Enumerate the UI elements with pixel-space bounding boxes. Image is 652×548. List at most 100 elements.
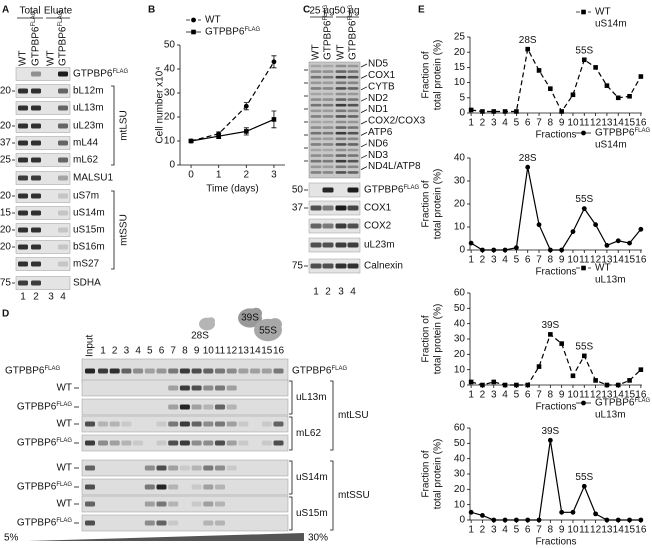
band: [168, 368, 179, 374]
band: [144, 368, 155, 374]
y-tick-label: 10: [454, 364, 466, 375]
band: [322, 64, 334, 68]
x-tick-label: 6: [525, 390, 531, 401]
product-label: ND4L/ATP8: [368, 161, 421, 172]
superscript: FLAG: [31, 11, 37, 27]
band: [168, 484, 179, 490]
band: [203, 385, 214, 391]
band: [179, 404, 190, 410]
band: [335, 70, 347, 73]
band: [168, 385, 179, 391]
band: [310, 263, 322, 269]
y-axis-label: total protein (%): [433, 439, 444, 510]
header: Eluate: [44, 6, 73, 17]
blot: [15, 257, 71, 271]
y-axis-label: total protein (%): [433, 169, 444, 240]
band: [335, 165, 347, 169]
x-tick-label: 2: [244, 170, 250, 181]
x-tick-label: 16: [635, 118, 647, 129]
series-line: [190, 118, 275, 142]
y-tick-label: 10: [454, 77, 466, 88]
x-tick-label: 10: [567, 390, 579, 401]
band: [58, 140, 68, 146]
annotation: 55S: [575, 342, 593, 353]
point: [468, 509, 474, 515]
band: [226, 385, 237, 391]
lane-number: 1: [313, 287, 319, 298]
protein-label: uS14m: [73, 208, 105, 219]
band: [144, 484, 155, 490]
panel-letter: E: [418, 5, 425, 16]
band: [347, 137, 359, 141]
protein-label: MALSU1: [73, 173, 113, 184]
band: [18, 227, 28, 233]
panel-letter: C: [303, 5, 310, 16]
band: [335, 148, 347, 152]
legend-marker: [581, 400, 586, 406]
y-tick-label: 0: [459, 380, 465, 391]
lane-label: WT: [311, 44, 322, 60]
y-axis-label: Cell number x10⁴: [155, 66, 166, 143]
protein-label: mS27: [73, 259, 100, 270]
superscript: FLAG: [634, 128, 650, 134]
band: [261, 440, 272, 446]
row-label: GTPBP6FLAG: [17, 482, 72, 493]
fraction-number: 2: [112, 346, 118, 357]
blot: [15, 67, 71, 81]
point: [271, 59, 277, 65]
band: [310, 92, 322, 96]
band: [156, 421, 167, 427]
point: [514, 382, 519, 388]
band: [322, 137, 334, 141]
mw-marker: 37: [292, 203, 304, 214]
band: [335, 263, 347, 269]
superscript: FLAG: [56, 438, 72, 444]
band: [203, 465, 214, 471]
protein-label: COX2: [364, 221, 392, 232]
band: [156, 440, 167, 446]
row-label: GTPBP6FLAG: [17, 438, 72, 449]
point: [627, 517, 632, 523]
band: [261, 368, 272, 374]
x-tick-label: 11: [579, 525, 590, 536]
band: [322, 154, 334, 157]
legend-marker: [191, 17, 196, 23]
band: [335, 159, 347, 163]
band: [58, 105, 68, 111]
point: [638, 517, 644, 523]
gradient-label: 5%: [4, 533, 19, 544]
band: [347, 187, 359, 193]
x-tick-label: 2: [480, 525, 486, 536]
x-tick-label: 9: [559, 255, 565, 266]
point: [513, 245, 519, 251]
mw-marker: 37: [0, 138, 11, 149]
blot: [15, 84, 71, 98]
protein-label: mL62: [73, 155, 98, 166]
y-tick-label: 15: [454, 62, 466, 73]
group-label: mtLSU: [338, 410, 369, 421]
bracket: [330, 460, 334, 531]
bracket: [111, 85, 115, 166]
band: [322, 171, 334, 174]
lane-label: GTPBP6FLAG: [31, 11, 42, 66]
y-tick-label: 30: [454, 469, 466, 480]
blot: [15, 136, 71, 150]
protein-label: COX1: [364, 203, 392, 214]
legend-protein: uL13m: [595, 275, 626, 286]
band: [109, 368, 120, 374]
point: [604, 517, 610, 523]
band: [322, 75, 334, 79]
group-label: mtSSU: [119, 214, 130, 246]
band: [310, 103, 322, 107]
x-tick-label: 16: [635, 525, 647, 536]
connector: [360, 86, 368, 91]
mw-marker: 75: [0, 278, 11, 289]
lane-label: WT: [46, 50, 57, 66]
x-tick-label: 7: [536, 118, 542, 129]
band: [310, 87, 322, 90]
point: [627, 240, 632, 246]
band: [58, 261, 68, 267]
x-tick-label: 7: [536, 525, 542, 536]
point: [491, 109, 497, 114]
band: [18, 175, 28, 181]
